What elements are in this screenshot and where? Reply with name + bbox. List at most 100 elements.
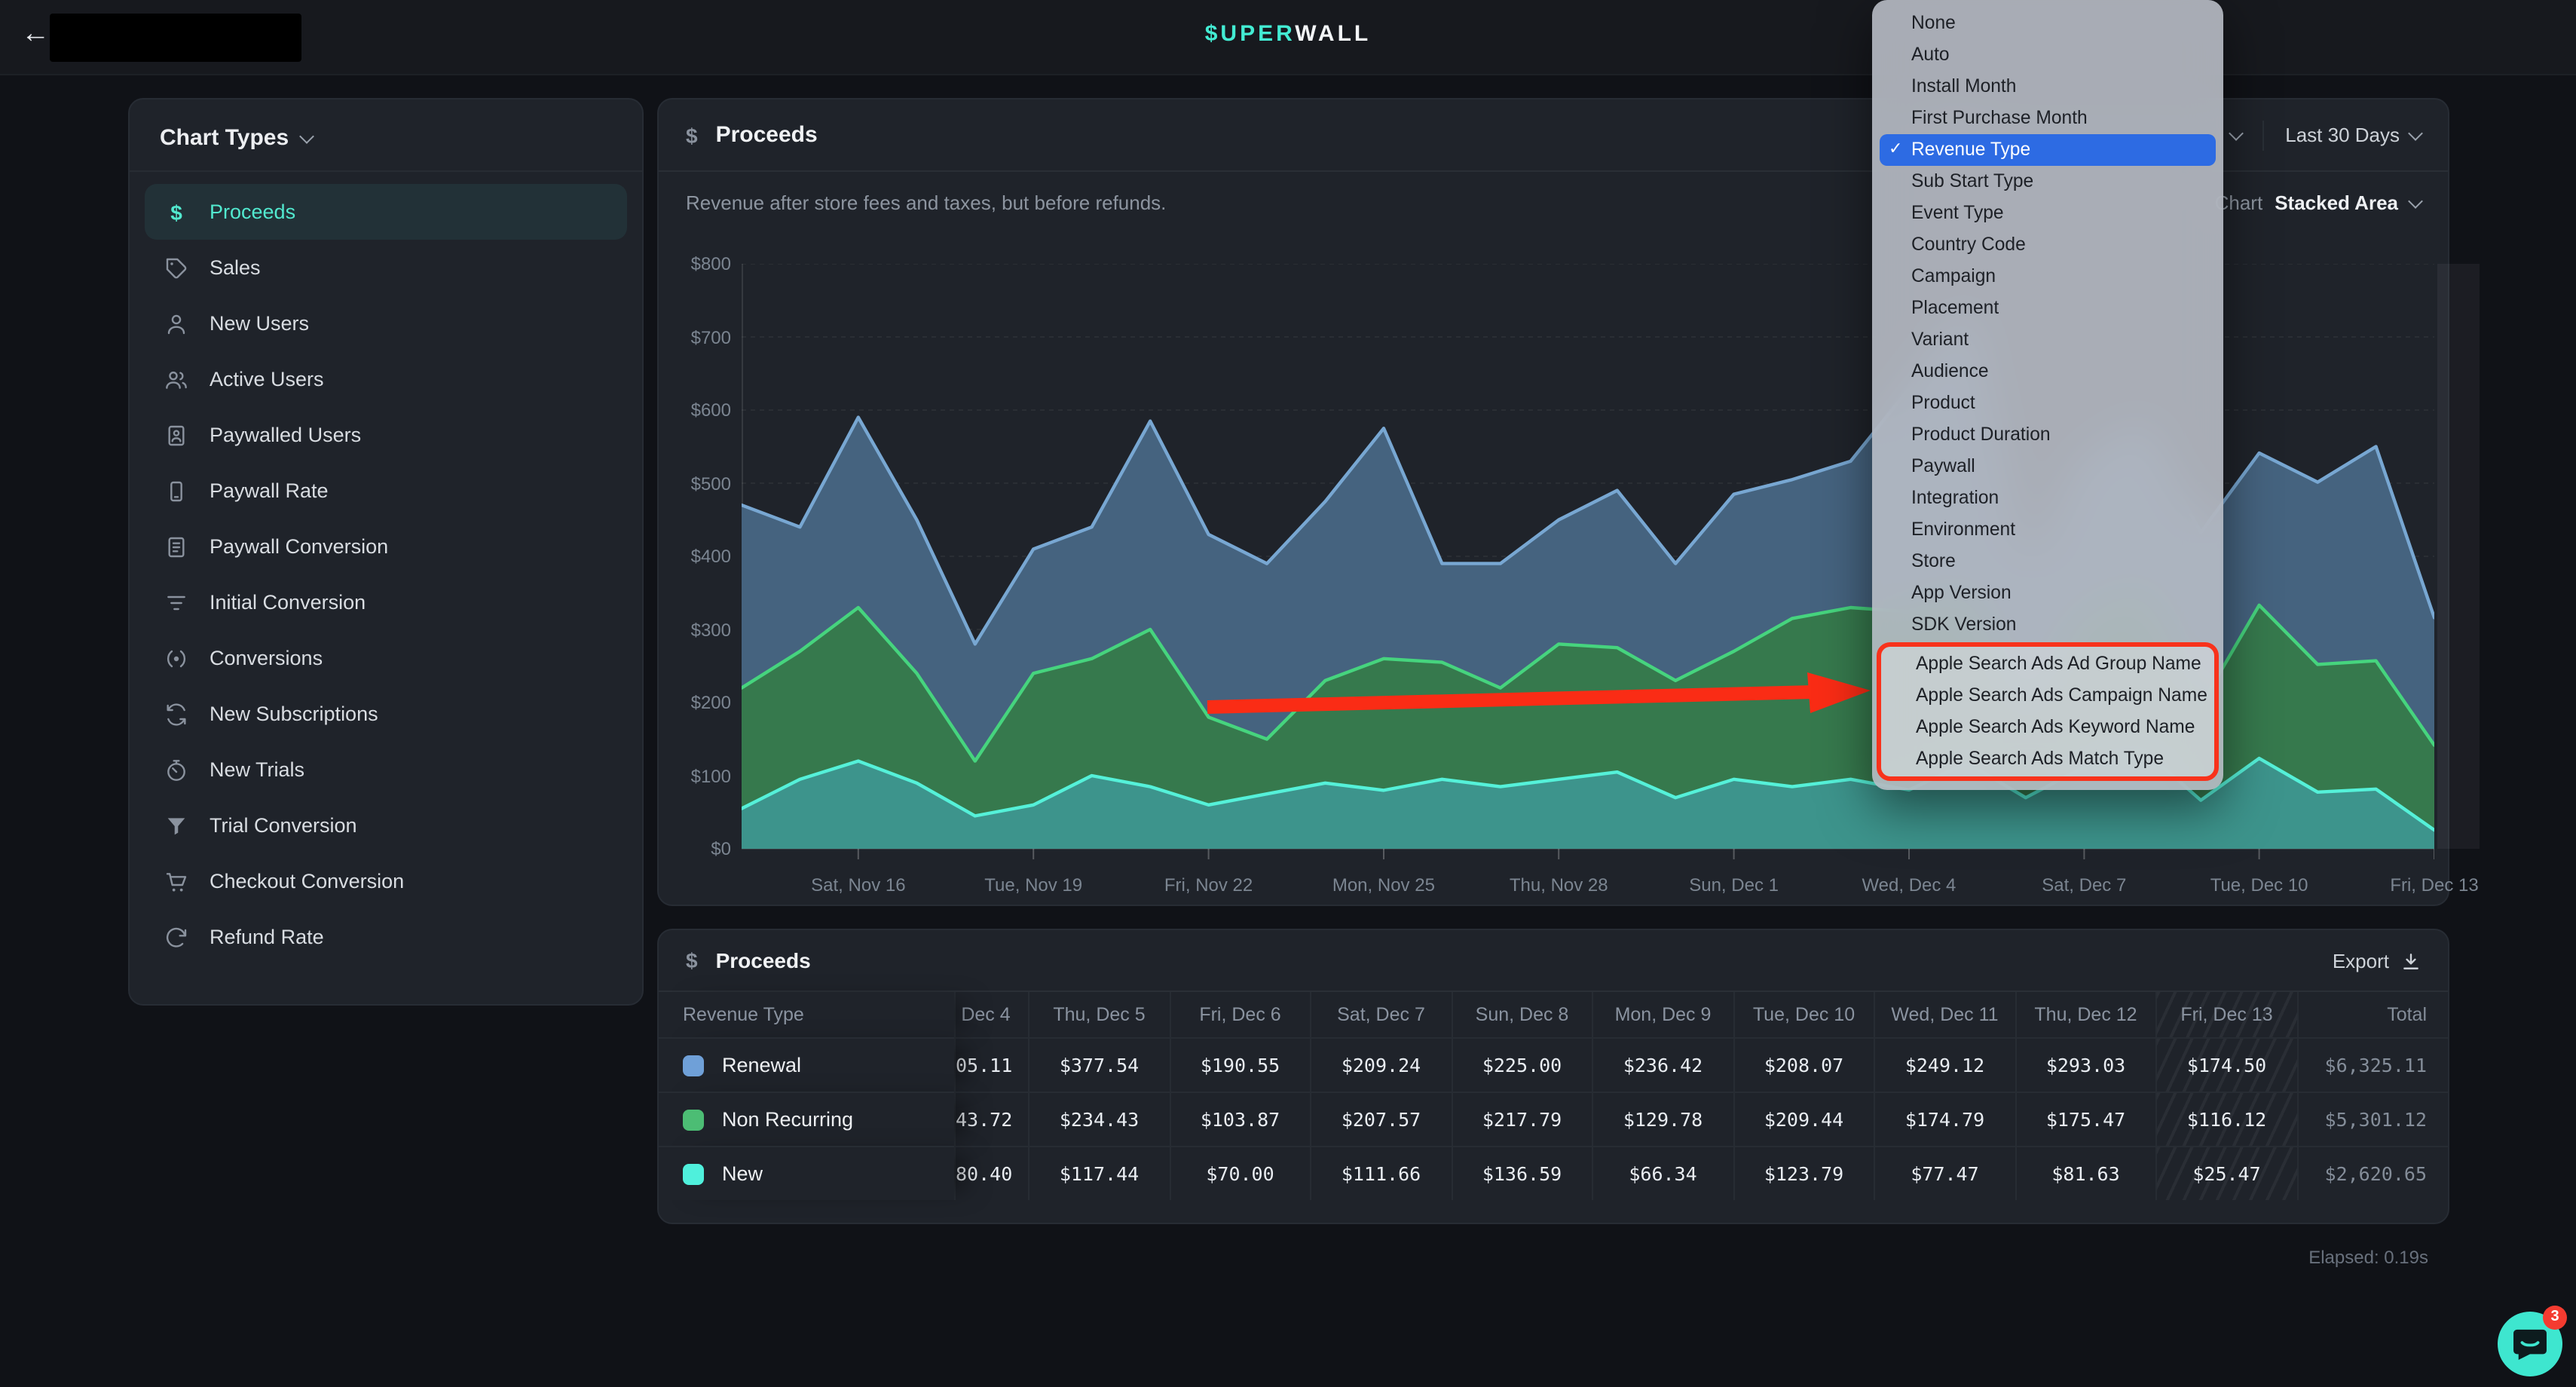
proceeds-table: Revenue Type Dec 4 Thu, Dec 5 Fri, Dec 6 Sat… (659, 992, 2448, 1200)
sidebar-item-active-users[interactable]: Active Users (145, 351, 627, 407)
sidebar-item-initial-conversion[interactable]: Initial Conversion (145, 574, 627, 630)
table-cell: 05.11 (954, 1037, 1028, 1092)
sidebar-item-label: Paywall Conversion (210, 535, 389, 558)
chart-title: Proceeds (715, 122, 818, 148)
dropdown-option-placement[interactable]: Placement (1880, 292, 2216, 324)
dropdown-option-label: Sub Start Type (1911, 170, 2034, 191)
column-header-dec-4: Dec 4 (954, 992, 1028, 1037)
table-cell: $217.79 (1451, 1092, 1592, 1146)
dropdown-option-label: Country Code (1911, 234, 2026, 255)
dropdown-option-apple-search-ads-keyword-name[interactable]: Apple Search Ads Keyword Name (1884, 712, 2211, 743)
dropdown-option-label: Apple Search Ads Match Type (1916, 748, 2165, 769)
dropdown-option-revenue-type[interactable]: ✓ Revenue Type (1880, 134, 2216, 166)
table-cell: $70.00 (1169, 1146, 1310, 1200)
sidebar-item-label: Proceeds (210, 201, 296, 223)
dropdown-option-label: First Purchase Month (1911, 107, 2088, 128)
dropdown-option-label: Auto (1911, 44, 1950, 65)
table-cell: $175.47 (2015, 1092, 2155, 1146)
dropdown-option-app-version[interactable]: App Version (1880, 577, 2216, 609)
dropdown-option-variant[interactable]: Variant (1880, 324, 2216, 356)
logo-wall-part: WALL (1295, 21, 1372, 47)
dropdown-option-label: Paywall (1911, 455, 1975, 476)
sidebar-item-new-subscriptions[interactable]: New Subscriptions (145, 686, 627, 742)
sidebar-header[interactable]: Chart Types (130, 100, 642, 172)
y-axis-tick-label: $300 (690, 619, 731, 640)
sidebar-item-label: New Subscriptions (210, 703, 378, 725)
table-cell: $25.47 (2155, 1146, 2296, 1200)
dropdown-option-product-duration[interactable]: Product Duration (1880, 419, 2216, 451)
table-cell: $123.79 (1733, 1146, 1874, 1200)
chat-launcher-button[interactable]: 3 (2498, 1306, 2567, 1376)
dropdown-option-event-type[interactable]: Event Type (1880, 197, 2216, 229)
sidebar-item-label: Checkout Conversion (210, 870, 405, 893)
sidebar-item-checkout-conversion[interactable]: Checkout Conversion (145, 853, 627, 909)
dropdown-option-audience[interactable]: Audience (1880, 356, 2216, 387)
dropdown-option-label: Revenue Type (1911, 139, 2031, 160)
dropdown-option-auto[interactable]: Auto (1880, 39, 2216, 71)
dropdown-option-store[interactable]: Store (1880, 546, 2216, 577)
dropdown-option-label: None (1911, 12, 1956, 33)
sidebar-item-paywall-conversion[interactable]: Paywall Conversion (145, 519, 627, 574)
funnel-icon (167, 817, 185, 834)
chart-subrow: Revenue after store fees and taxes, but … (659, 172, 2448, 214)
legend-swatch (683, 1055, 704, 1076)
table-cell: $116.12 (2155, 1092, 2296, 1146)
x-axis-tick-label: Sun, Dec 1 (1689, 874, 1779, 896)
sidebar-item-sales[interactable]: Sales (145, 240, 627, 295)
x-axis-tick-label: Mon, Nov 25 (1332, 874, 1435, 896)
sidebar-item-label: New Trials (210, 758, 305, 781)
chart-type-selector[interactable]: Chart Stacked Area (2215, 191, 2423, 214)
table-cell: $117.44 (1028, 1146, 1169, 1200)
document-icon (168, 536, 185, 557)
dropdown-option-sub-start-type[interactable]: Sub Start Type (1880, 166, 2216, 197)
y-axis-tick-label: $700 (690, 326, 731, 348)
table-row-label-renewal: Renewal (659, 1037, 954, 1092)
dropdown-option-apple-search-ads-match-type[interactable]: Apple Search Ads Match Type (1884, 743, 2211, 775)
users-icon (166, 370, 187, 388)
table-cell: $209.44 (1733, 1092, 1874, 1146)
export-button[interactable]: Export (2333, 949, 2421, 972)
x-axis-tick-label: Tue, Nov 19 (984, 874, 1083, 896)
sidebar-item-refund-rate[interactable]: Refund Rate (145, 909, 627, 965)
table-row-label-non-recurring: Non Recurring (659, 1092, 954, 1146)
chevron-down-icon (2229, 125, 2244, 140)
table-cell: $225.00 (1451, 1037, 1592, 1092)
table-card-title-group: $ Proceeds (686, 948, 811, 972)
legend-swatch (683, 1109, 704, 1130)
back-arrow-icon[interactable]: ← (21, 18, 50, 50)
dropdown-option-country-code[interactable]: Country Code (1880, 229, 2216, 261)
dropdown-option-label: Environment (1911, 519, 2016, 540)
dropdown-option-label: Product (1911, 392, 1975, 413)
dropdown-option-environment[interactable]: Environment (1880, 514, 2216, 546)
table-row-label-new: New (659, 1146, 954, 1200)
dropdown-option-install-month[interactable]: Install Month (1880, 71, 2216, 103)
column-header-sun-dec-8: Sun, Dec 8 (1451, 992, 1592, 1037)
dropdown-option-label: Event Type (1911, 202, 2004, 223)
date-range-button[interactable]: Last 30 Days (2285, 124, 2423, 146)
sidebar-list: $ Proceeds Sales New Users Active Users Paywa… (130, 172, 642, 977)
dropdown-option-product[interactable]: Product (1880, 387, 2216, 419)
dropdown-option-integration[interactable]: Integration (1880, 482, 2216, 514)
sidebar-item-paywalled-users[interactable]: Paywalled Users (145, 407, 627, 463)
sidebar-item-new-users[interactable]: New Users (145, 295, 627, 351)
sidebar-item-paywall-rate[interactable]: Paywall Rate (145, 463, 627, 519)
dropdown-option-campaign[interactable]: Campaign (1880, 261, 2216, 292)
sidebar-item-new-trials[interactable]: New Trials (145, 742, 627, 798)
sidebar-item-label: Paywall Rate (210, 479, 329, 502)
sidebar-item-trial-conversion[interactable]: Trial Conversion (145, 798, 627, 853)
dropdown-option-label: App Version (1911, 582, 2012, 603)
sidebar-item-conversions[interactable]: Conversions (145, 630, 627, 686)
table-cell: $209.24 (1310, 1037, 1451, 1092)
dropdown-option-first-purchase-month[interactable]: First Purchase Month (1880, 103, 2216, 134)
dropdown-option-apple-search-ads-campaign-name[interactable]: Apple Search Ads Campaign Name (1884, 680, 2211, 712)
column-header-revenue-type: Revenue Type (659, 992, 954, 1037)
sidebar-item-proceeds[interactable]: $ Proceeds (145, 184, 627, 240)
dropdown-option-paywall[interactable]: Paywall (1880, 451, 2216, 482)
table-cell: $249.12 (1874, 1037, 2015, 1092)
dropdown-option-apple-search-ads-ad-group-name[interactable]: Apple Search Ads Ad Group Name (1884, 648, 2211, 680)
dropdown-option-sdk-version[interactable]: SDK Version (1880, 609, 2216, 641)
column-header-fri-dec-13: Fri, Dec 13 (2155, 992, 2296, 1037)
dropdown-option-label: Integration (1911, 487, 1999, 508)
dropdown-option-none[interactable]: None (1880, 8, 2216, 39)
